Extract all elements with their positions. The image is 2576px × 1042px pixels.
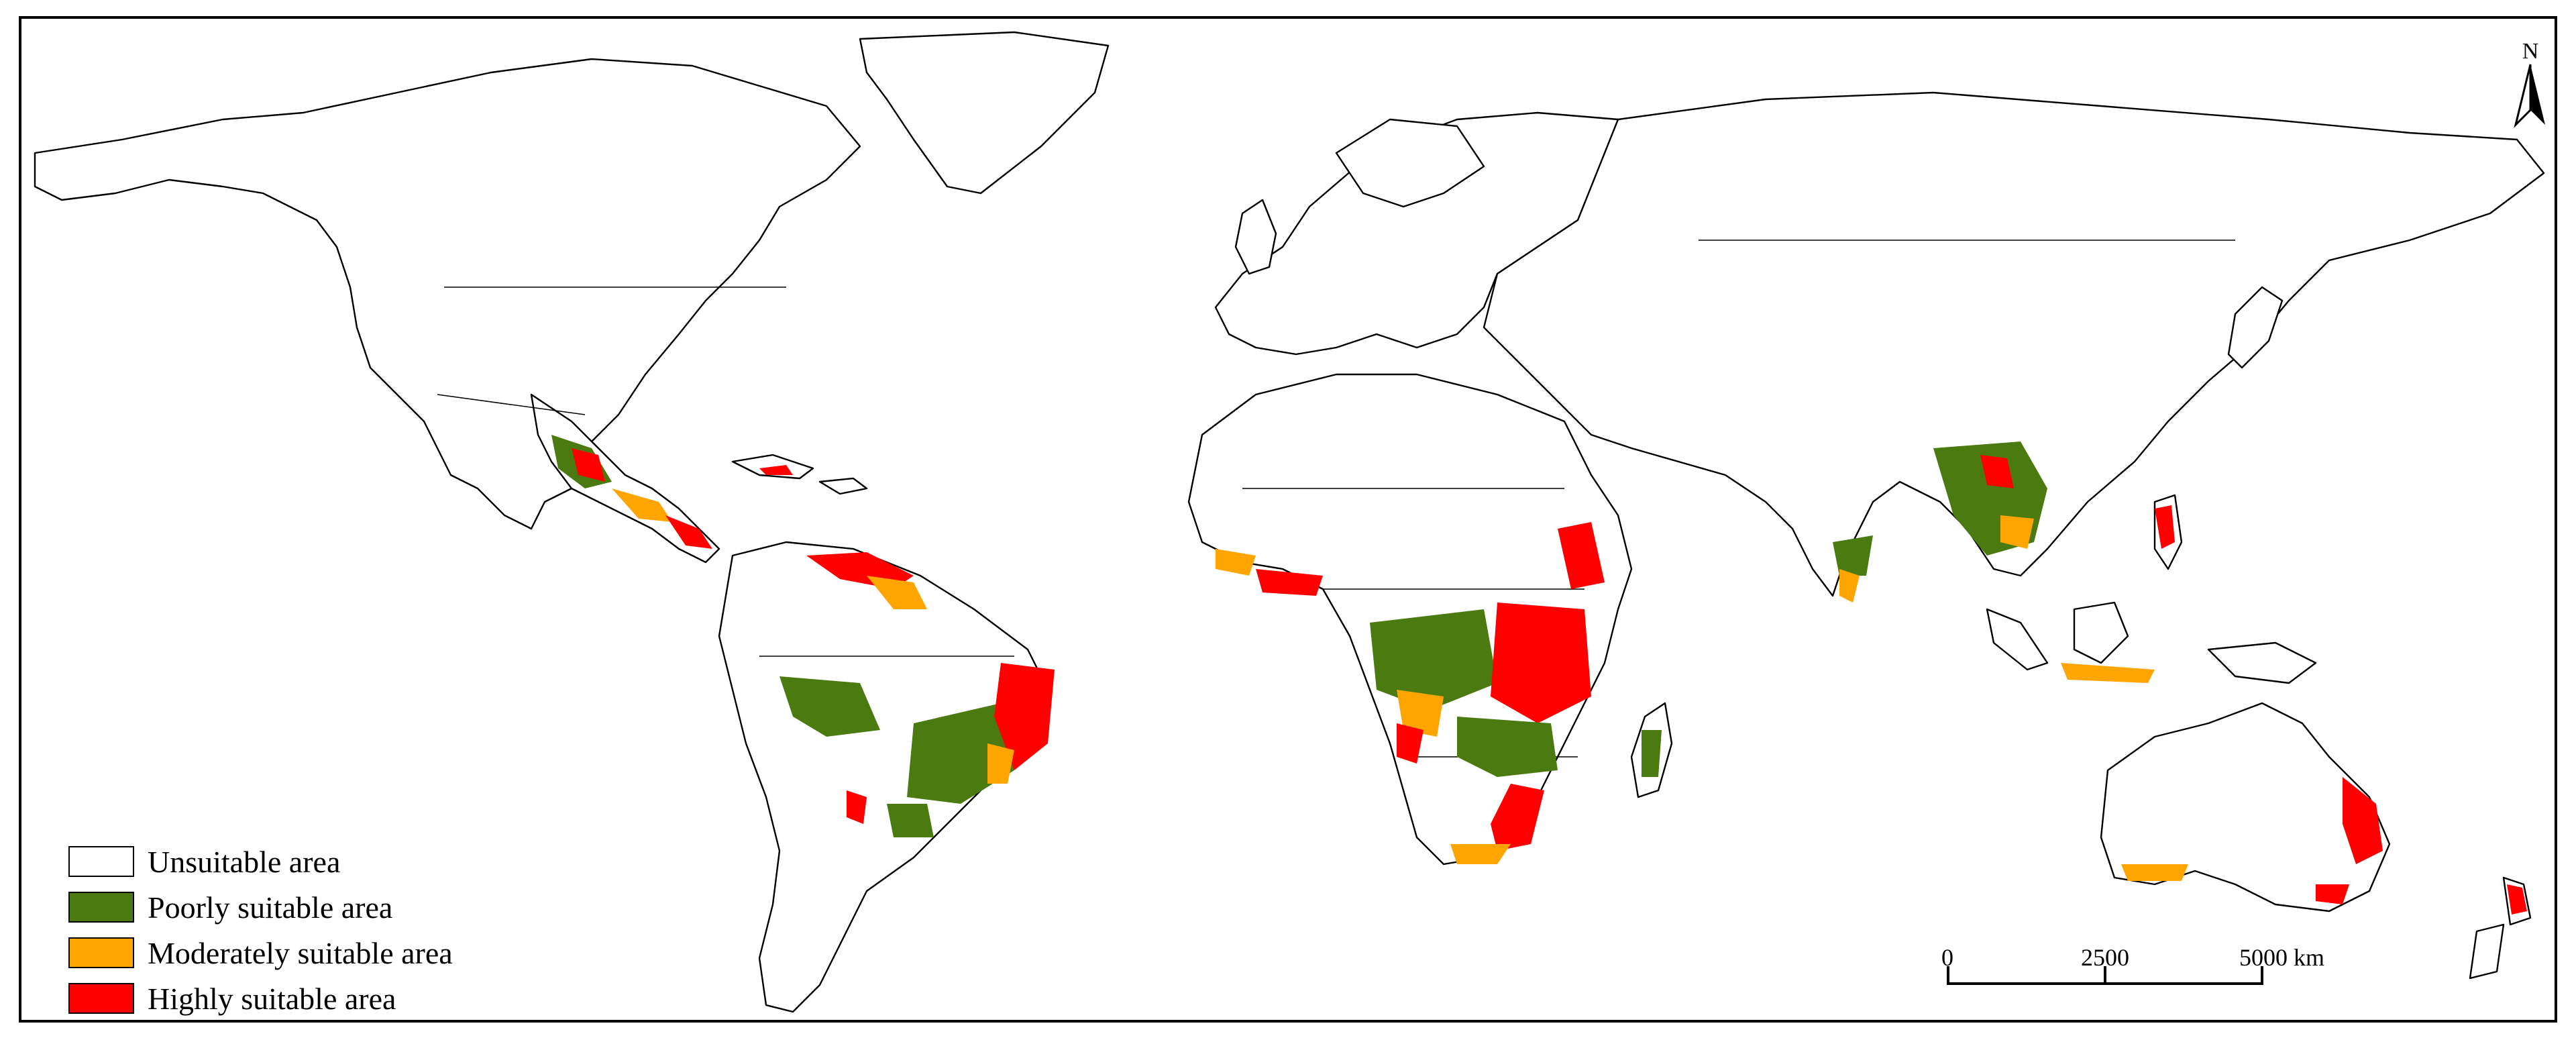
- zone-moderate: [1839, 569, 1860, 603]
- zone-high: [2507, 884, 2527, 915]
- landmass-britain: [1234, 199, 1277, 275]
- landmass-scandinavia: [1335, 118, 1485, 208]
- zone-moderate: [987, 743, 1014, 784]
- zone-high: [572, 448, 605, 482]
- zone-poor: [1457, 717, 1558, 777]
- landmass-greenland: [859, 31, 1110, 195]
- legend-item-high: Highly suitable area: [68, 976, 453, 1020]
- suitability-layer: [551, 435, 2527, 915]
- zone-poor: [1833, 535, 1873, 576]
- zone-high: [1491, 603, 1591, 723]
- zone-high: [1558, 522, 1605, 589]
- scale-label-5000: 5000 km: [2239, 944, 2325, 971]
- landmass-japan: [2227, 286, 2284, 369]
- zone-moderate: [2121, 864, 2188, 881]
- legend: Unsuitable area Poorly suitable area Mod…: [68, 839, 453, 1020]
- legend-item-poor: Poorly suitable area: [68, 884, 453, 930]
- zone-high: [1397, 723, 1424, 764]
- zone-poor: [780, 676, 880, 737]
- legend-label: Poorly suitable area: [148, 890, 393, 925]
- zone-moderate: [1216, 549, 1256, 576]
- landmass-south-america: [718, 541, 1049, 1013]
- zone-high: [759, 465, 793, 475]
- landmass-australia: [2100, 702, 2391, 913]
- legend-swatch-unsuitable: [68, 846, 134, 877]
- zone-high: [994, 663, 1055, 770]
- scale-tick: [1947, 966, 1949, 985]
- legend-swatch-poor: [68, 892, 134, 923]
- zone-high: [847, 790, 867, 824]
- legend-label: Moderately suitable area: [148, 935, 453, 970]
- zone-poor: [887, 804, 934, 837]
- zone-high: [2343, 777, 2383, 864]
- landmass-north-america: [34, 58, 861, 530]
- scale-tick: [2104, 966, 2106, 985]
- zone-poor: [1642, 730, 1662, 777]
- zone-moderate: [867, 576, 927, 609]
- landmass-borneo: [2073, 601, 2129, 664]
- north-label: N: [2522, 39, 2539, 64]
- legend-swatch-high: [68, 983, 134, 1014]
- legend-swatch-moderate: [68, 937, 134, 968]
- legend-label: Highly suitable area: [148, 981, 396, 1016]
- zone-high: [1256, 569, 1323, 596]
- north-arrow: N: [2510, 39, 2551, 128]
- zone-moderate: [2061, 663, 2155, 683]
- landmass-sumatra: [1986, 608, 2049, 671]
- map-frame: N Unsuitable area Poorly suitable area M…: [19, 16, 2557, 1023]
- scale-bar: 0 2500 5000 km: [1920, 943, 2324, 1017]
- zone-poor: [1370, 609, 1497, 710]
- zone-moderate: [2000, 515, 2034, 549]
- scale-label-0: 0: [1941, 944, 1953, 971]
- legend-label: Unsuitable area: [148, 844, 341, 879]
- legend-item-unsuitable: Unsuitable area: [68, 839, 453, 884]
- zone-high: [1980, 455, 2014, 488]
- zone-high: [1491, 784, 1544, 851]
- zone-high: [2155, 505, 2175, 549]
- zone-moderate: [1450, 844, 1511, 864]
- zone-high: [665, 515, 712, 549]
- landmass-new-guinea: [2207, 641, 2317, 684]
- legend-item-moderate: Moderately suitable area: [68, 930, 453, 976]
- landmass-new-zealand-south: [2469, 923, 2505, 980]
- zone-high: [2316, 884, 2349, 904]
- landmass-hispaniola: [818, 477, 868, 495]
- north-arrow-icon: [2514, 64, 2545, 128]
- zone-moderate: [1397, 690, 1444, 737]
- border-us-mexico: [437, 394, 586, 415]
- zone-moderate: [612, 488, 672, 522]
- world-map: [34, 31, 2545, 1013]
- scale-tick: [2261, 966, 2263, 985]
